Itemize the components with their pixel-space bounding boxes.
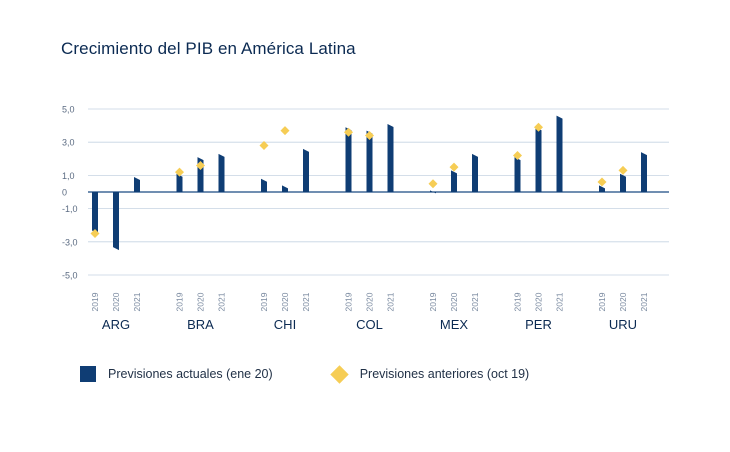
bar-current [451,170,457,192]
bar-current [599,185,605,192]
diamond-previous [90,229,100,238]
legend-item-current: Previsiones actuales (ene 20) [80,366,273,382]
diamond-previous [513,150,522,160]
diamond-previous [449,162,459,172]
x-group-label: URU [609,317,637,332]
diamond-previous [428,179,438,189]
x-tick-label-year: 2020 [365,292,375,311]
x-tick-label-year: 2019 [259,292,269,311]
x-group-label: PER [525,317,552,332]
diamond-previous [597,177,607,187]
diamond-previous [618,165,628,175]
x-tick-label-year: 2021 [639,292,649,311]
y-tick-label: -5,0 [62,271,78,281]
bar-current [303,148,309,192]
diamond-previous [259,141,269,151]
bar-current [113,192,119,251]
bar-current [218,153,225,192]
bar-current [620,173,626,192]
bar-current [387,123,394,192]
x-tick-label-year: 2019 [344,292,354,311]
x-tick-label-year: 2021 [132,292,142,311]
x-tick-label-year: 2020 [196,292,206,311]
x-tick-label-year: 2019 [428,292,438,311]
bar-current [430,190,436,194]
diamond-previous [365,131,374,141]
x-tick-label-year: 2020 [280,292,290,311]
legend-swatch-diamond [329,364,349,384]
y-tick-label: 5,0 [62,105,75,115]
x-tick-label-year: 2019 [597,292,607,311]
x-tick-label-year: 2019 [90,292,100,311]
x-tick-label-year: 2021 [555,292,565,311]
bar-current [472,153,478,192]
x-group-label: COL [356,317,383,332]
x-group-label: MEX [440,317,469,332]
x-tick-label-year: 2021 [217,292,227,311]
x-tick-label-year: 2019 [175,292,185,311]
x-group-label: BRA [187,317,214,332]
diamond-previous [534,122,543,132]
bar-current [282,185,288,192]
bar-current [176,173,183,192]
y-tick-label: -1,0 [62,204,78,214]
bar-current [641,152,647,192]
diamond-previous [196,160,205,170]
bar-current [134,177,140,192]
legend-swatch-bar [80,366,96,382]
x-tick-label-year: 2020 [534,292,544,311]
bar-current [92,192,98,234]
legend: Previsiones actuales (ene 20) Previsione… [80,364,585,384]
y-tick-label: 0 [62,188,67,198]
legend-item-previous: Previsiones anteriores (oct 19) [329,364,530,384]
x-tick-label-year: 2020 [111,292,121,311]
diamond-previous [344,127,353,137]
chart-title: Crecimiento del PIB en América Latina [61,39,356,58]
diamond-previous [175,167,184,177]
bar-current [514,157,521,192]
bar-current [366,130,373,192]
legend-label-current: Previsiones actuales (ene 20) [108,367,273,381]
diamond-previous [280,126,290,136]
x-group-label: CHI [274,317,296,332]
y-tick-label: 1,0 [62,171,75,181]
x-tick-label-year: 2020 [449,292,459,311]
x-tick-label-year: 2020 [618,292,628,311]
legend-label-previous: Previsiones anteriores (oct 19) [359,367,530,381]
bar-current [261,178,267,192]
x-tick-label-year: 2019 [513,292,523,311]
y-tick-label: -3,0 [62,237,78,247]
x-tick-label-year: 2021 [386,292,396,311]
x-group-label: ARG [102,317,130,332]
bar-current [535,127,542,192]
bar-current [556,115,563,192]
bar-current [345,127,352,192]
y-tick-label: 3,0 [62,138,75,148]
x-tick-label-year: 2021 [301,292,311,311]
x-tick-label-year: 2021 [470,292,480,311]
